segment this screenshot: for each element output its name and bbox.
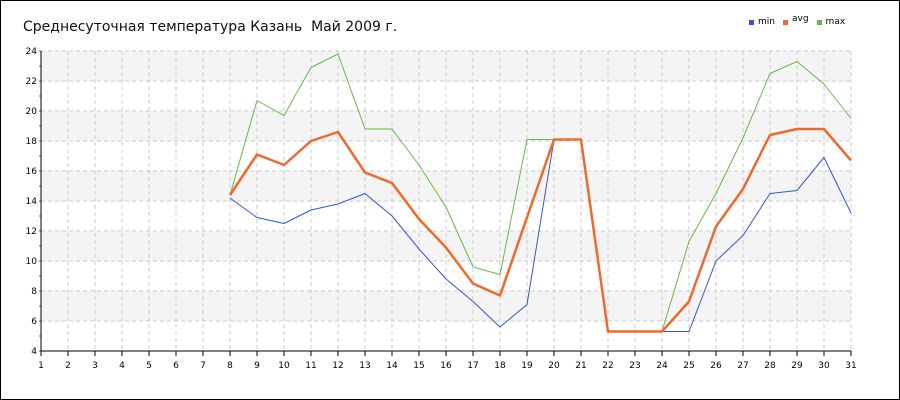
x-tick-label: 1 <box>38 361 44 371</box>
x-tick-label: 4 <box>119 361 125 371</box>
x-tick-label: 7 <box>200 361 206 371</box>
x-tick-label: 28 <box>764 361 776 371</box>
x-tick-label: 22 <box>602 361 613 371</box>
legend-label-min: min <box>758 17 775 27</box>
x-tick-label: 10 <box>278 361 290 371</box>
chart-legend: min avg max <box>749 14 846 27</box>
chart-title: Среднесуточная температура Казань Май 20… <box>23 19 398 35</box>
series-line-avg <box>228 127 852 333</box>
legend-label-avg: avg <box>791 14 809 24</box>
x-tick-label: 24 <box>656 361 668 371</box>
y-tick-label: 22 <box>26 77 37 87</box>
x-tick-label: 8 <box>227 361 233 371</box>
x-tick-label: 20 <box>548 361 560 371</box>
y-tick-label: 14 <box>26 197 38 207</box>
y-tick-label: 8 <box>31 287 37 297</box>
x-tick-label: 9 <box>254 361 260 371</box>
x-tick-label: 21 <box>575 361 586 371</box>
legend-swatch-avg <box>782 19 788 25</box>
x-tick-label: 3 <box>92 361 98 371</box>
series-line-max <box>229 53 852 332</box>
x-tick-label: 29 <box>791 361 803 371</box>
x-tick-label: 23 <box>629 361 640 371</box>
x-tick-label: 14 <box>386 361 398 371</box>
legend-item-min: min <box>749 17 775 27</box>
y-tick-label: 24 <box>26 47 38 57</box>
x-tick-label: 25 <box>683 361 694 371</box>
x-tick-label: 30 <box>818 361 830 371</box>
legend-swatch-min <box>749 19 754 25</box>
legend-label-max: max <box>825 17 846 27</box>
y-tick-label: 12 <box>26 227 37 237</box>
y-tick-label: 20 <box>26 107 38 117</box>
legend-swatch-max <box>816 19 822 25</box>
y-tick-label: 18 <box>26 137 38 147</box>
x-tick-label: 19 <box>521 361 533 371</box>
x-tick-label: 11 <box>305 361 316 371</box>
y-tick-label: 6 <box>31 317 37 327</box>
y-tick-label: 10 <box>26 257 38 267</box>
x-tick-label: 6 <box>173 361 179 371</box>
series-line-min <box>229 139 852 332</box>
y-tick-label: 4 <box>31 347 37 357</box>
y-tick-label: 16 <box>26 167 38 177</box>
x-tick-label: 27 <box>737 361 748 371</box>
legend-item-avg: avg <box>782 14 809 27</box>
x-tick-label: 18 <box>494 361 506 371</box>
x-tick-label: 17 <box>467 361 478 371</box>
x-tick-label: 12 <box>332 361 343 371</box>
x-tick-label: 16 <box>440 361 452 371</box>
x-tick-label: 2 <box>65 361 71 371</box>
x-tick-label: 13 <box>359 361 370 371</box>
x-tick-label: 31 <box>845 361 856 371</box>
x-tick-label: 15 <box>413 361 424 371</box>
x-tick-label: 5 <box>146 361 152 371</box>
legend-item-max: max <box>816 17 846 27</box>
x-tick-label: 26 <box>710 361 722 371</box>
